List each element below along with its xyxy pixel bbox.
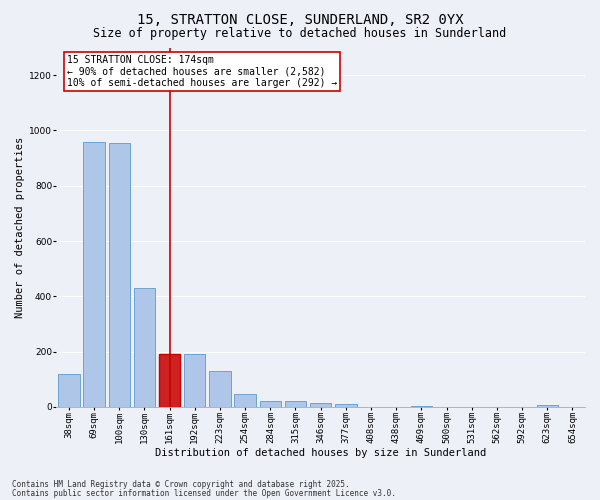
Bar xyxy=(159,354,181,407)
Text: Contains HM Land Registry data © Crown copyright and database right 2025.: Contains HM Land Registry data © Crown c… xyxy=(12,480,350,489)
Bar xyxy=(83,142,105,407)
Bar xyxy=(184,354,205,407)
Text: 15, STRATTON CLOSE, SUNDERLAND, SR2 0YX: 15, STRATTON CLOSE, SUNDERLAND, SR2 0YX xyxy=(137,12,463,26)
Bar xyxy=(134,288,155,407)
Bar xyxy=(310,403,331,407)
Bar xyxy=(58,374,80,407)
Text: Size of property relative to detached houses in Sunderland: Size of property relative to detached ho… xyxy=(94,28,506,40)
Text: 15 STRATTON CLOSE: 174sqm
← 90% of detached houses are smaller (2,582)
10% of se: 15 STRATTON CLOSE: 174sqm ← 90% of detac… xyxy=(67,54,337,88)
Bar xyxy=(235,394,256,407)
Text: Contains public sector information licensed under the Open Government Licence v3: Contains public sector information licen… xyxy=(12,488,396,498)
Bar xyxy=(536,404,558,407)
Bar xyxy=(335,404,356,407)
Bar xyxy=(260,402,281,407)
Bar xyxy=(410,406,432,407)
X-axis label: Distribution of detached houses by size in Sunderland: Distribution of detached houses by size … xyxy=(155,448,486,458)
Bar xyxy=(209,371,230,407)
Bar xyxy=(109,143,130,407)
Y-axis label: Number of detached properties: Number of detached properties xyxy=(15,136,25,318)
Bar xyxy=(285,402,306,407)
